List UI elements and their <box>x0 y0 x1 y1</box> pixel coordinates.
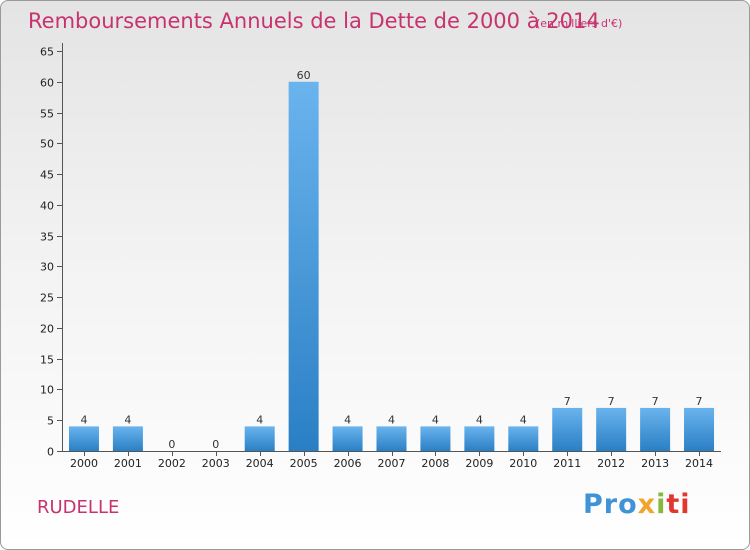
bar-value-label: 4 <box>256 413 263 426</box>
y-tick-label: 15 <box>40 354 54 367</box>
bar-value-label: 4 <box>344 413 351 426</box>
bar <box>244 426 275 451</box>
bar <box>332 426 363 451</box>
logo-part-4: ti <box>666 489 691 520</box>
logo-part-2: x <box>637 489 657 520</box>
bar-value-label: 4 <box>80 413 87 426</box>
bar-value-label: 7 <box>608 395 615 408</box>
bar-value-label: 0 <box>168 438 175 451</box>
chart-subtitle: (en milliers d'€) <box>536 17 623 30</box>
y-tick-label: 45 <box>40 169 54 182</box>
y-tick-label: 10 <box>40 384 54 397</box>
x-tick-label: 2005 <box>290 457 318 470</box>
bar <box>376 426 407 451</box>
proxiti-logo: Proxiti <box>583 489 691 520</box>
bar-value-label: 4 <box>124 413 131 426</box>
y-tick-label: 60 <box>40 77 54 90</box>
bar-value-label: 7 <box>564 395 571 408</box>
bar-value-label: 4 <box>388 413 395 426</box>
bar-value-label: 4 <box>476 413 483 426</box>
y-tick-label: 0 <box>47 446 54 459</box>
x-tick-label: 2013 <box>641 457 669 470</box>
bar <box>552 407 583 451</box>
bar-value-label: 60 <box>297 69 311 82</box>
bar <box>288 81 319 452</box>
y-tick-label: 20 <box>40 323 54 336</box>
y-tick-label: 40 <box>40 200 54 213</box>
x-tick-label: 2012 <box>597 457 625 470</box>
bar <box>68 426 99 451</box>
x-tick-label: 2011 <box>553 457 581 470</box>
bar <box>112 426 143 451</box>
logo-part-1: Pro <box>583 489 638 520</box>
bar <box>420 426 451 451</box>
bars <box>68 81 715 452</box>
x-tick-label: 2009 <box>465 457 493 470</box>
y-tick-label: 65 <box>40 46 54 59</box>
logo-part-3: i <box>656 489 667 520</box>
bar <box>464 426 495 451</box>
x-tick-label: 2008 <box>421 457 449 470</box>
y-tick-label: 35 <box>40 231 54 244</box>
x-tick-label: 2000 <box>70 457 98 470</box>
y-tick-label: 25 <box>40 292 54 305</box>
bar-value-label: 4 <box>432 413 439 426</box>
chart-title: Remboursements Annuels de la Dette de 20… <box>28 9 600 33</box>
x-tick-label: 2014 <box>685 457 713 470</box>
bar-value-label: 0 <box>212 438 219 451</box>
commune-name: RUDELLE <box>37 497 120 518</box>
bar-value-label: 7 <box>652 395 659 408</box>
x-tick-label: 2001 <box>114 457 142 470</box>
y-tick-label: 30 <box>40 261 54 274</box>
bar <box>640 407 671 451</box>
bar-value-label: 4 <box>520 413 527 426</box>
x-tick-label: 2004 <box>246 457 274 470</box>
bar <box>684 407 715 451</box>
x-tick-label: 2003 <box>202 457 230 470</box>
value-labels: 4 4 0 0 4 60 4 4 4 4 4 7 7 7 7 <box>80 69 702 451</box>
y-tick-label: 55 <box>40 108 54 121</box>
x-tick-label: 2010 <box>509 457 537 470</box>
y-tick-label: 5 <box>47 415 54 428</box>
bar-value-label: 7 <box>696 395 703 408</box>
y-tick-label: 50 <box>40 138 54 151</box>
bar <box>508 426 539 451</box>
x-tick-label: 2002 <box>158 457 186 470</box>
x-tick-label: 2007 <box>378 457 406 470</box>
x-tick-label: 2006 <box>334 457 362 470</box>
bar <box>596 407 627 451</box>
